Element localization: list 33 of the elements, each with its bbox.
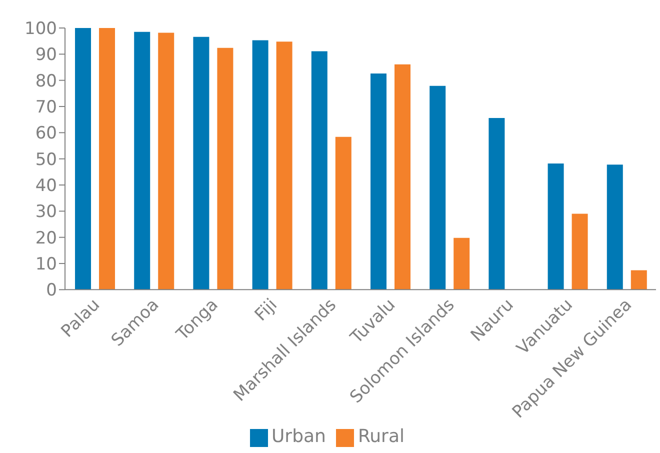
- y-tick-label: 100: [24, 19, 57, 40]
- bar: [276, 42, 292, 290]
- bar: [335, 136, 352, 290]
- bar: [134, 32, 150, 290]
- x-tick-label: Fiji: [251, 295, 282, 326]
- bar: [488, 118, 505, 290]
- y-tick-label: 60: [35, 124, 57, 144]
- bar: [217, 48, 234, 290]
- bar: [158, 32, 174, 290]
- legend-label: Urban: [272, 426, 326, 447]
- bar: [454, 238, 470, 290]
- bar: [99, 28, 115, 290]
- bar: [548, 164, 564, 290]
- y-tick-label: 0: [46, 280, 57, 301]
- y-tick-label: 80: [35, 71, 57, 92]
- bar: [252, 40, 268, 290]
- bar: [311, 51, 328, 290]
- bar: [193, 36, 210, 290]
- legend-label: Rural: [358, 426, 404, 447]
- y-tick-label: 30: [35, 202, 57, 222]
- y-tick-label: 20: [35, 228, 57, 248]
- y-tick-label: 70: [35, 98, 57, 118]
- bar: [606, 164, 623, 290]
- bar: [630, 270, 647, 290]
- bar: [430, 86, 446, 290]
- y-tick-label: 40: [35, 176, 57, 196]
- bar: [370, 74, 386, 290]
- y-tick-label: 90: [35, 45, 57, 66]
- bar: [75, 28, 91, 290]
- bar: [394, 64, 410, 290]
- y-tick-label: 50: [35, 150, 57, 170]
- bar: [572, 214, 588, 290]
- y-tick-label: 10: [35, 254, 57, 275]
